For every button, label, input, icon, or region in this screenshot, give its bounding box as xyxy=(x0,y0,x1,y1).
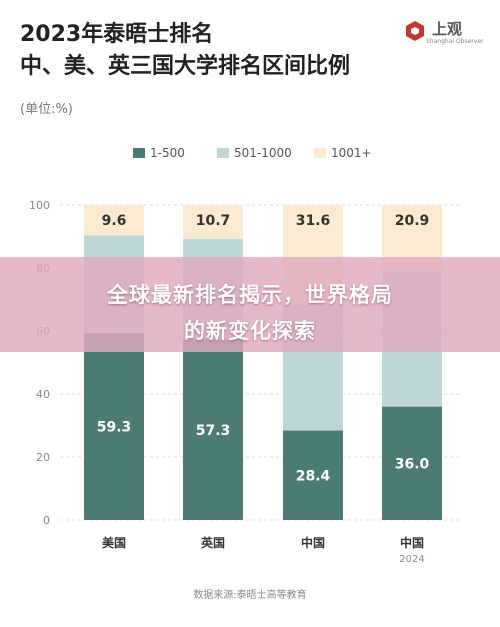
x-tick-label: 英国 xyxy=(201,535,225,550)
bar-segment xyxy=(183,339,243,520)
bar-segment xyxy=(84,205,144,236)
x-tick-label: 中国 xyxy=(400,535,424,550)
unit-label: (单位:%) xyxy=(20,102,73,117)
data-label: 31.6 xyxy=(296,213,331,229)
legend-label-2: 501-1000 xyxy=(234,146,292,160)
logo-mark-icon xyxy=(406,21,424,41)
logo: 上观 Shanghai Observer xyxy=(404,16,484,50)
legend: 1-500 501-1000 1001+ xyxy=(0,146,500,162)
data-label: 59.3 xyxy=(97,420,132,436)
chart-title: 2023年泰晤士排名 xyxy=(20,22,214,47)
banner-line-2: 的新变化探索 xyxy=(184,319,316,343)
banner-line-1: 全球最新排名揭示，世界格局 xyxy=(107,283,393,307)
logo-text: 上观 xyxy=(432,20,463,38)
y-tick-label: 40 xyxy=(36,388,50,401)
data-label: 9.6 xyxy=(102,213,127,229)
legend-swatch-2 xyxy=(217,148,229,158)
source-note: 数据来源:泰晤士高等教育 xyxy=(193,590,307,601)
overlay-banner: 全球最新排名揭示，世界格局 的新变化探索 xyxy=(0,257,500,352)
logo-subtitle: Shanghai Observer xyxy=(426,38,484,45)
y-tick-label: 20 xyxy=(36,451,50,464)
chart-subtitle: 中、美、英三国大学排名区间比例 xyxy=(20,54,351,79)
legend-item-1: 1-500 xyxy=(133,146,185,160)
data-label: 57.3 xyxy=(196,423,231,439)
legend-swatch-1 xyxy=(133,148,145,158)
stacked-bar-chart: 02040608010059.39.6美国57.310.7英国28.431.6中… xyxy=(29,199,462,565)
legend-label-1: 1-500 xyxy=(150,146,185,160)
bar-segment xyxy=(183,205,243,239)
legend-item-2: 501-1000 xyxy=(217,146,292,160)
y-tick-label: 0 xyxy=(43,514,50,527)
data-label: 28.4 xyxy=(296,468,331,484)
bar-segment xyxy=(84,333,144,520)
legend-swatch-3 xyxy=(314,148,326,158)
x-tick-label: 中国 xyxy=(301,535,325,550)
bar-segment xyxy=(283,430,343,520)
y-tick-label: 100 xyxy=(29,199,50,212)
x-tick-sublabel: 2024 xyxy=(399,554,424,565)
legend-item-3: 1001+ xyxy=(314,146,372,160)
x-tick-label: 美国 xyxy=(102,535,126,550)
data-label: 36.0 xyxy=(395,456,430,472)
data-label: 20.9 xyxy=(395,213,430,229)
legend-label-3: 1001+ xyxy=(331,146,372,160)
bar-segment xyxy=(382,406,442,520)
data-label: 10.7 xyxy=(196,213,231,229)
